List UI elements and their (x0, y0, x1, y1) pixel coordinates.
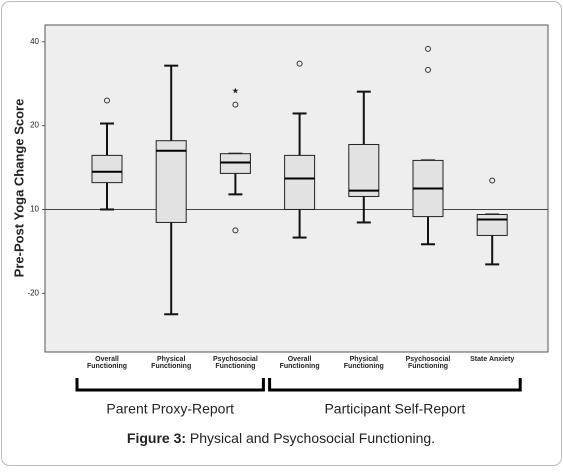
x-tick-label: Psychosocial (213, 356, 258, 363)
y-tick-label: 40 (30, 37, 39, 46)
x-tick-label: Psychosocial (406, 356, 451, 363)
y-tick-label: 10 (30, 205, 39, 214)
box (284, 154, 316, 210)
x-tick-label: State Anxiety (470, 356, 514, 363)
x-tick-label: Functioning (215, 363, 255, 370)
caption: Figure 3: Physical and Psychosocial Func… (127, 430, 435, 446)
outlier (489, 177, 496, 184)
outlier (425, 45, 431, 52)
extreme (232, 87, 239, 94)
box (348, 143, 380, 197)
x-tick-label: Overall (95, 356, 119, 363)
x-tick-label: Overall (288, 356, 312, 363)
x-tick-label: Physical (157, 356, 185, 363)
x-tick-label: Functioning (408, 363, 448, 370)
x-tick-label: Physical (350, 356, 378, 363)
y-tick-label: 20 (30, 121, 39, 130)
outlier (232, 227, 239, 234)
caption-text: Physical and Psychosocial Functioning. (186, 430, 435, 446)
group-label: Participant Self-Report (324, 401, 465, 417)
y-axis-label: Pre-Post Yoga Change Score (11, 99, 26, 278)
caption-label: Figure 3: (127, 430, 186, 446)
outlier (104, 97, 110, 104)
x-tick-label: Functioning (151, 363, 191, 370)
box (155, 140, 187, 223)
x-tick-label: Functioning (344, 363, 384, 370)
group-label: Parent Proxy-Report (106, 401, 234, 417)
box (219, 153, 251, 174)
group-bracket (268, 378, 522, 392)
group-bracket (75, 378, 265, 392)
box (91, 154, 123, 184)
x-tick-label: Functioning (87, 363, 127, 370)
outlier (425, 66, 431, 73)
x-tick-label: Functioning (280, 363, 320, 370)
outlier (296, 60, 303, 67)
box (476, 213, 508, 236)
y-tick-label: -20 (27, 288, 39, 297)
outlier (232, 101, 239, 108)
